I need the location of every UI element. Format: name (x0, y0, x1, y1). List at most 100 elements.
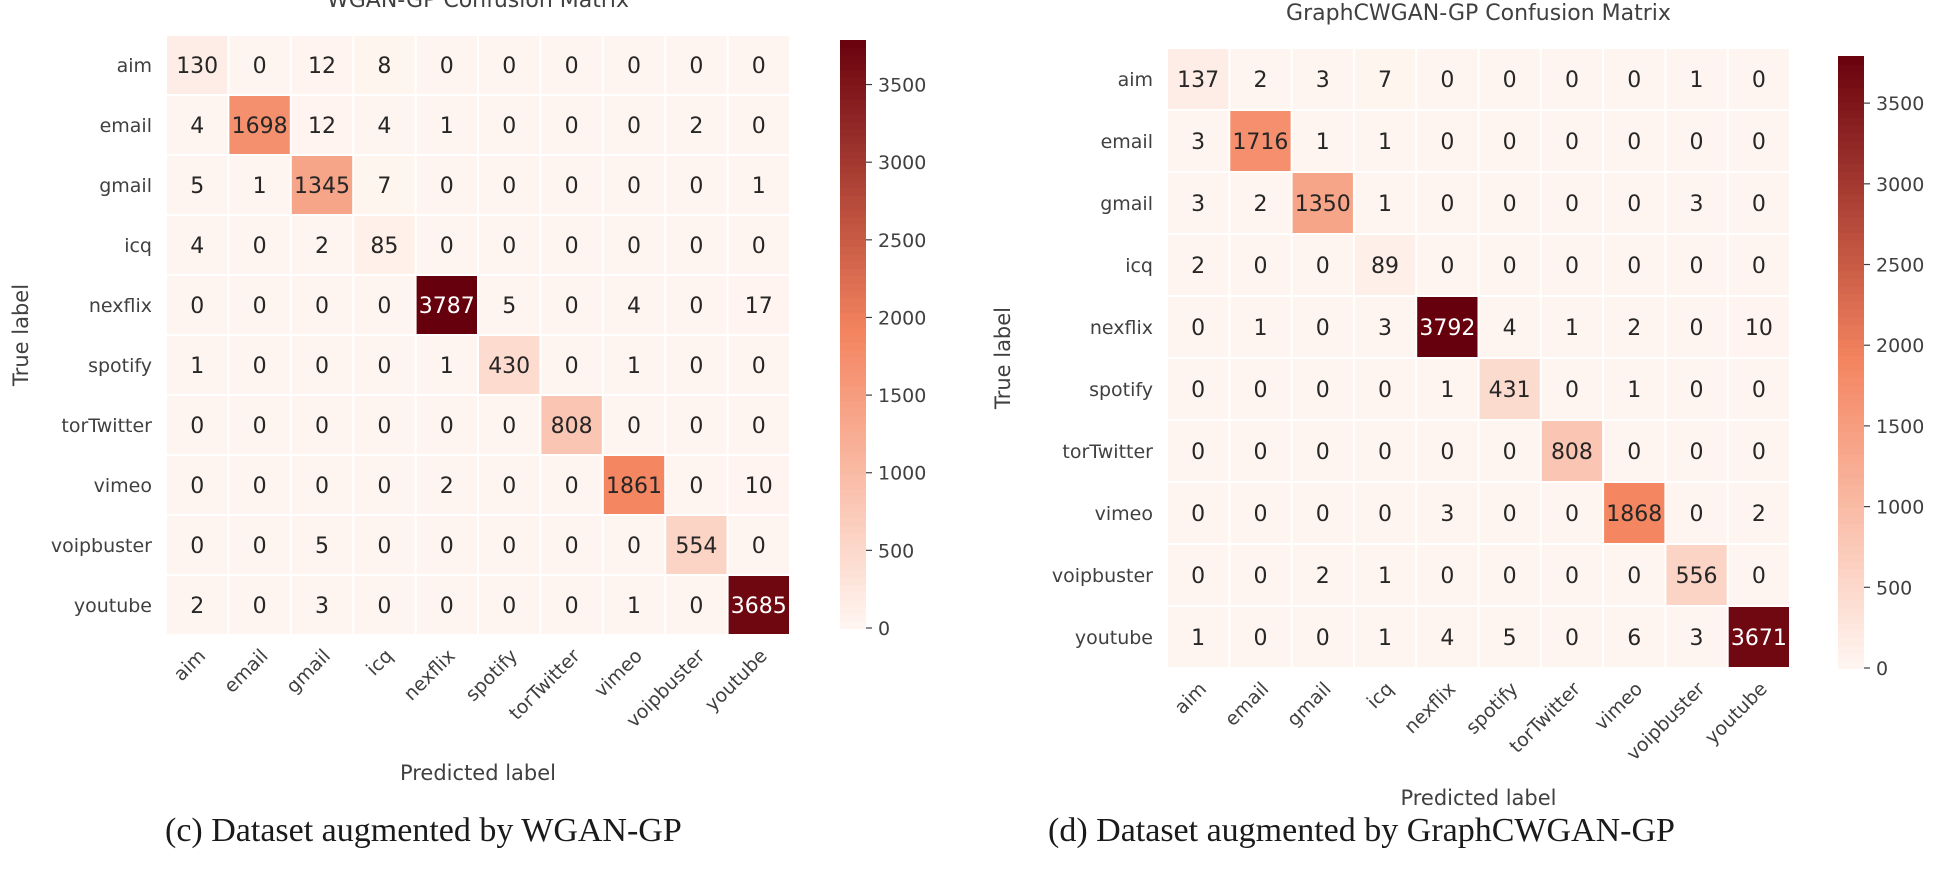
heatmap-cell (1603, 606, 1666, 668)
heatmap-cell (415, 455, 478, 515)
colorbar-segment (1838, 438, 1864, 448)
heatmap-cell (1353, 358, 1417, 420)
heatmap-cell (1478, 48, 1541, 110)
cell-value-label: 4 (1503, 316, 1517, 341)
heatmap-cell (228, 95, 291, 155)
colorbar-segment (840, 444, 866, 453)
colorbar-segment (1838, 430, 1864, 440)
cell-value-label: 0 (1627, 68, 1641, 93)
heatmap-cell (665, 395, 728, 455)
cell-value-label: 0 (565, 534, 579, 559)
cell-value-label: 2 (1627, 316, 1641, 341)
heatmap-cell (353, 275, 416, 335)
cell-value-label: 3 (1378, 316, 1392, 341)
cell-value-label: 2 (190, 594, 204, 619)
colorbar-segment (1838, 606, 1864, 616)
cell-value-label: 0 (565, 354, 579, 379)
heatmap-cell (353, 335, 416, 395)
cell-value-label: 1 (1378, 130, 1392, 155)
colorbar-segment (1838, 209, 1864, 218)
cell-value-label: 0 (689, 174, 703, 199)
heatmap-cell (1416, 606, 1479, 668)
colorbar-segment (1838, 216, 1864, 226)
colorbar-segment (840, 458, 866, 468)
colorbar-segment (840, 187, 866, 196)
cell-value-label: 0 (377, 414, 391, 439)
cell-value-label: 0 (1627, 130, 1641, 155)
heatmap-cell (415, 95, 478, 155)
y-tick-label: torTwitter (1062, 441, 1153, 463)
colorbar-segment (840, 98, 866, 108)
heatmap-cell (665, 35, 728, 95)
chart-title: GraphCWGAN-GP Confusion Matrix (1286, 1, 1671, 26)
cell-value-label: 0 (1752, 440, 1766, 465)
colorbar-segment (1838, 362, 1864, 371)
colorbar-segment (840, 503, 866, 512)
colorbar-segment (1838, 277, 1864, 287)
colorbar-segment (1838, 124, 1864, 134)
colorbar-tick-label: 500 (878, 540, 914, 562)
cell-value-label: 10 (745, 474, 773, 499)
colorbar-segment (840, 209, 866, 218)
colorbar-segment (840, 150, 866, 159)
cell-value-label: 0 (1627, 254, 1641, 279)
colorbar-segment (1838, 407, 1864, 417)
cell-value-label: 0 (377, 534, 391, 559)
colorbar-tick-label: 0 (1876, 658, 1888, 680)
cell-value-label: 130 (176, 54, 218, 79)
colorbar-segment (840, 282, 866, 291)
heatmap-cell (1540, 420, 1604, 482)
cell-value-label: 12 (308, 54, 336, 79)
colorbar-segment (1838, 201, 1864, 210)
heatmap-cell (290, 575, 354, 635)
cell-value-label: 0 (565, 594, 579, 619)
colorbar-segment (1838, 132, 1864, 142)
heatmap-cell (478, 35, 541, 95)
cell-value-label: 0 (1503, 502, 1517, 527)
cell-value-label: 5 (315, 534, 329, 559)
heatmap-cell (478, 335, 541, 395)
cell-value-label: 4 (377, 114, 391, 139)
heatmap-cell (665, 95, 728, 155)
heatmap-cell (290, 515, 354, 575)
heatmap-cell (1229, 234, 1292, 296)
colorbar-segment (840, 47, 866, 56)
heatmap-cell (602, 515, 666, 575)
heatmap-cell (540, 395, 603, 455)
heatmap-cell (727, 575, 790, 635)
cell-value-label: 0 (1440, 68, 1454, 93)
heatmap-cell (290, 395, 354, 455)
cell-value-label: 3792 (1419, 316, 1475, 341)
heatmap-cell (1478, 110, 1541, 172)
heatmap-cell (1167, 420, 1230, 482)
colorbar-segment (1838, 384, 1864, 394)
cell-value-label: 0 (1565, 192, 1579, 217)
cell-value-label: 0 (1316, 378, 1330, 403)
cell-value-label: 0 (752, 114, 766, 139)
cell-value-label: 0 (1690, 378, 1704, 403)
cell-value-label: 0 (689, 294, 703, 319)
colorbar-tick-label: 0 (878, 618, 890, 640)
cell-value-label: 2 (1316, 564, 1330, 589)
colorbar-segment (840, 326, 866, 335)
cell-value-label: 0 (377, 474, 391, 499)
cell-value-label: 8 (377, 54, 391, 79)
heatmap-cell (290, 335, 354, 395)
colorbar-segment (840, 69, 866, 78)
cell-value-label: 0 (1752, 192, 1766, 217)
heatmap-cell (1665, 482, 1728, 544)
cell-value-label: 1 (1378, 564, 1392, 589)
cell-value-label: 5 (502, 294, 516, 319)
y-tick-label: youtube (74, 595, 152, 617)
heatmap-cell (353, 155, 416, 215)
cell-value-label: 0 (627, 174, 641, 199)
cell-value-label: 0 (1752, 68, 1766, 93)
cell-value-label: 0 (253, 534, 267, 559)
colorbar-segment (1838, 239, 1864, 249)
cell-value-label: 0 (1191, 316, 1205, 341)
heatmap-cell (166, 455, 229, 515)
cell-value-label: 0 (253, 474, 267, 499)
colorbar-segment (840, 473, 866, 482)
cell-value-label: 0 (1752, 130, 1766, 155)
cell-value-label: 12 (308, 114, 336, 139)
